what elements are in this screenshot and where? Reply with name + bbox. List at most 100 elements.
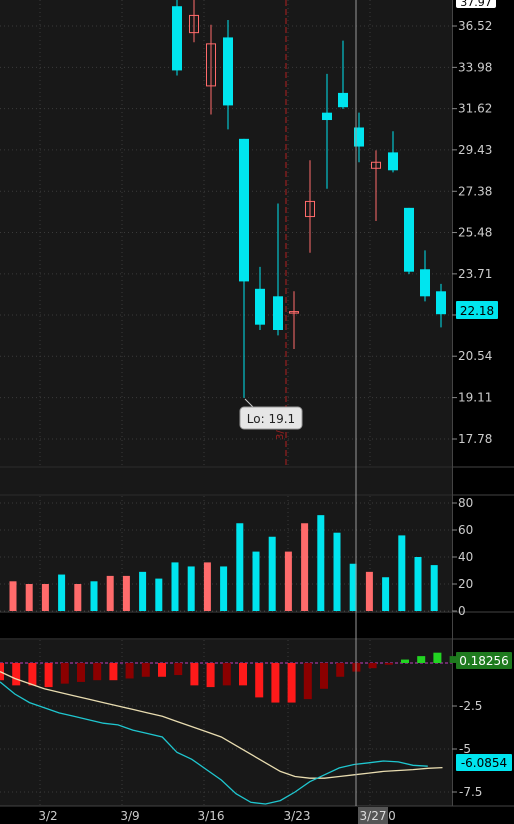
- candle[interactable]: [189, 0, 199, 43]
- candle[interactable]: [338, 40, 348, 110]
- macd-tick-label: -7.5: [459, 785, 482, 799]
- volume-bar[interactable]: [203, 562, 211, 611]
- last-price-badge: 22.18: [456, 301, 498, 319]
- volume-bar[interactable]: [252, 551, 260, 611]
- macd-hist-bar[interactable]: [287, 663, 296, 703]
- candle[interactable]: [289, 291, 299, 349]
- candle[interactable]: [420, 250, 430, 302]
- low-callout: Lo: 19.1: [239, 398, 303, 430]
- volume-bar[interactable]: [430, 565, 438, 611]
- volume-bar[interactable]: [365, 571, 373, 611]
- macd-hist-bar[interactable]: [44, 663, 53, 688]
- time-tick-label: 3/23: [284, 809, 311, 823]
- macd-signal-badge: -6.0854: [456, 754, 512, 771]
- macd-hist-bar[interactable]: [433, 652, 442, 663]
- macd-hist-bar[interactable]: [384, 663, 393, 665]
- macd-hist-bar[interactable]: [174, 663, 183, 676]
- volume-bar[interactable]: [41, 584, 49, 611]
- candle[interactable]: [223, 20, 233, 130]
- macd-hist-bar[interactable]: [417, 656, 426, 663]
- volume-bar[interactable]: [171, 562, 179, 611]
- macd-hist-bar[interactable]: [368, 663, 377, 669]
- macd-hist-bar[interactable]: [255, 663, 264, 698]
- volume-bar[interactable]: [236, 523, 244, 611]
- candle[interactable]: [172, 0, 182, 76]
- macd-hist-bar[interactable]: [222, 663, 231, 686]
- volume-tick-label: 20: [458, 577, 473, 591]
- candle[interactable]: [354, 112, 364, 163]
- macd-hist-bar[interactable]: [449, 656, 458, 663]
- candle[interactable]: [404, 207, 414, 275]
- volume-tick-label: 40: [458, 550, 473, 564]
- candle[interactable]: [305, 160, 315, 253]
- candle[interactable]: [371, 150, 381, 221]
- volume-bar[interactable]: [106, 575, 114, 611]
- volume-bar[interactable]: [301, 523, 309, 611]
- candle-body: [189, 14, 199, 34]
- volume-bar[interactable]: [333, 532, 341, 611]
- time-tick-label: 3/16: [198, 809, 225, 823]
- volume-bar[interactable]: [74, 584, 82, 611]
- volume-bars[interactable]: [9, 515, 438, 611]
- gap-pane: [0, 468, 452, 494]
- macd-hist-bar[interactable]: [320, 663, 328, 689]
- macd-hist-bar[interactable]: [206, 663, 215, 688]
- macd-hist-bar[interactable]: [93, 663, 102, 681]
- candle-body: [420, 269, 430, 297]
- volume-bar[interactable]: [284, 551, 292, 611]
- macd-hist-bar[interactable]: [303, 663, 312, 700]
- macd-signal-line[interactable]: [0, 671, 443, 779]
- volume-bar[interactable]: [317, 515, 325, 611]
- volume-bar[interactable]: [398, 535, 406, 611]
- candle-body: [273, 296, 283, 330]
- volume-bar[interactable]: [90, 581, 98, 611]
- candle-body: [404, 207, 414, 272]
- volume-bar[interactable]: [268, 536, 276, 611]
- candle[interactable]: [388, 131, 398, 173]
- macd-hist-bar[interactable]: [125, 663, 134, 679]
- macd-hist-bar[interactable]: [77, 663, 85, 682]
- candle[interactable]: [255, 266, 265, 330]
- price-tick-label: 36.52: [458, 19, 492, 33]
- volume-bar[interactable]: [9, 581, 17, 611]
- macd-hist-bar[interactable]: [239, 663, 247, 686]
- volume-bar[interactable]: [139, 571, 147, 611]
- dotted-grid: [0, 0, 452, 806]
- volume-bar[interactable]: [155, 578, 163, 611]
- macd-histogram[interactable]: [0, 652, 490, 703]
- macd-hist-bar[interactable]: [0, 663, 4, 681]
- candle[interactable]: [206, 24, 216, 115]
- macd-tick-label: -2.5: [459, 699, 482, 713]
- macd-hist-bar[interactable]: [60, 663, 69, 684]
- price-tick-label: 31.62: [458, 102, 492, 116]
- candle-body: [354, 127, 364, 147]
- volume-bar[interactable]: [122, 575, 130, 611]
- macd-axis: -2.5 -5 -7.5: [452, 699, 482, 799]
- volume-axis: 80 60 40 20 0: [452, 496, 473, 618]
- volume-bar[interactable]: [187, 566, 195, 611]
- price-tick-label: 20.54: [458, 349, 492, 363]
- macd-hist-bar[interactable]: [190, 663, 199, 686]
- candle[interactable]: [239, 138, 249, 398]
- volume-tick-label: 80: [458, 496, 473, 510]
- volume-bar[interactable]: [414, 557, 422, 611]
- macd-hist-bar[interactable]: [271, 663, 280, 703]
- macd-hist-bar[interactable]: [28, 663, 37, 686]
- candle[interactable]: [322, 73, 332, 189]
- macd-hist-bar[interactable]: [109, 663, 118, 681]
- top-price-label: 37.97: [460, 0, 492, 9]
- candlestick-series[interactable]: [172, 0, 446, 398]
- candle[interactable]: [273, 203, 283, 336]
- volume-bar[interactable]: [382, 577, 390, 611]
- volume-bar[interactable]: [220, 566, 228, 611]
- volume-bar[interactable]: [58, 574, 66, 611]
- volume-bar[interactable]: [25, 584, 33, 611]
- macd-hist-bar[interactable]: [141, 663, 150, 677]
- macd-hist-bar[interactable]: [158, 663, 166, 677]
- macd-hist-bar[interactable]: [336, 663, 345, 677]
- candle[interactable]: [436, 283, 446, 328]
- volume-bar[interactable]: [349, 563, 357, 611]
- macd-hist-bar[interactable]: [401, 659, 409, 663]
- macd-hist-bar[interactable]: [12, 663, 21, 686]
